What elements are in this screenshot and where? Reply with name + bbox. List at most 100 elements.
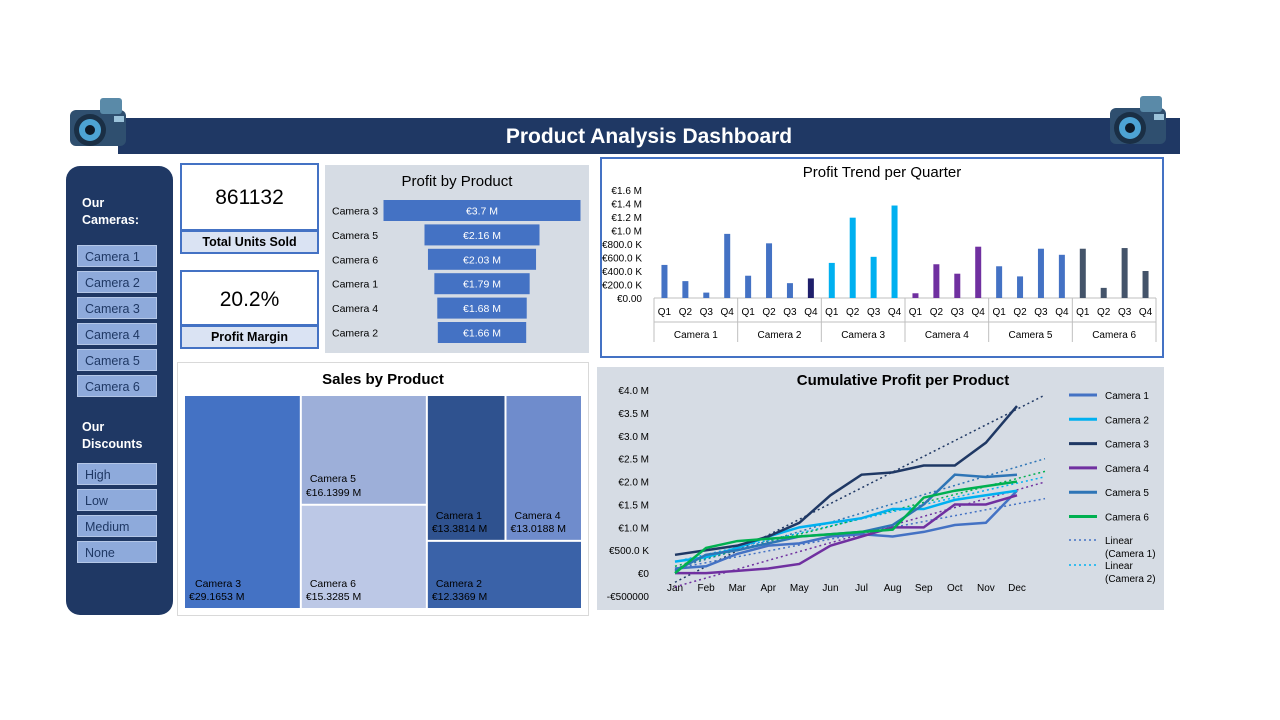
cum-trendline: [674, 394, 1046, 583]
filter-camera-1-button[interactable]: Camera 1: [77, 245, 157, 267]
filter-discount-low-button[interactable]: Low: [77, 489, 157, 511]
trend-quarter-label: Q4: [1055, 307, 1069, 318]
trend-group-label: Camera 4: [925, 330, 969, 341]
cum-x-tick-label: Sep: [915, 583, 933, 594]
funnel-bar: [383, 200, 581, 221]
treemap-tile: [301, 396, 426, 504]
cum-legend-label: Camera 2: [1105, 415, 1149, 426]
trend-quarter-label: Q1: [992, 307, 1006, 318]
cum-series-line: [674, 405, 1018, 557]
filter-camera-3-button[interactable]: Camera 3: [77, 297, 157, 319]
page-title: Product Analysis Dashboard: [505, 125, 793, 148]
cum-x-tick-label: Apr: [760, 583, 776, 594]
funnel-value-label: €1.68 M: [463, 303, 501, 315]
filter-camera-4-button[interactable]: Camera 4: [77, 323, 157, 345]
cum-legend-label: Camera 4: [1105, 464, 1149, 475]
trend-bar: [807, 278, 814, 298]
trend-quarter-label: Q1: [658, 307, 672, 318]
discounts-heading-line2: Discounts: [82, 437, 143, 451]
trend-bar: [912, 293, 919, 298]
trend-y-tick-label: €200.0 K: [602, 281, 642, 292]
profit-by-product-chart: Camera 3 €3.7 M Camera 5 €2.16 M Camera 6 €2.…: [332, 200, 581, 343]
trend-y-tick-label: €1.4 M: [611, 200, 642, 211]
filter-discount-none-button[interactable]: None: [77, 541, 157, 563]
filter-camera-6-button[interactable]: Camera 6: [77, 375, 157, 397]
trend-quarter-label: Q4: [972, 307, 986, 318]
trend-quarter-label: Q3: [951, 307, 965, 318]
filter-discount-medium-button[interactable]: Medium: [77, 515, 157, 537]
cum-y-tick-label: €2.5 M: [618, 455, 649, 466]
cum-x-tick-label: Mar: [729, 583, 747, 594]
funnel-value-label: €3.7 M: [466, 206, 498, 218]
cum-legend-label: (Camera 1): [1105, 549, 1156, 560]
trend-quarter-label: Q2: [1013, 307, 1027, 318]
trend-bar: [1121, 248, 1128, 298]
title-bar: [118, 118, 1180, 154]
trend-group-label: Camera 1: [674, 330, 718, 341]
funnel-value-label: €2.16 M: [463, 230, 501, 242]
treemap-tile-name: Camera 3: [195, 578, 241, 590]
trend-quarter-label: Q4: [888, 307, 902, 318]
cum-x-tick-label: Dec: [1008, 583, 1026, 594]
trend-quarter-label: Q2: [930, 307, 944, 318]
treemap-tile-name: Camera 5: [310, 473, 356, 485]
trend-bar: [1017, 276, 1024, 298]
trend-bar: [954, 273, 961, 298]
cum-series-line: [674, 489, 1018, 570]
trend-bar: [933, 264, 940, 298]
trend-bar: [849, 217, 856, 298]
trend-quarter-label: Q1: [741, 307, 755, 318]
cum-y-tick-label: €3.0 M: [618, 432, 649, 443]
trend-bar: [1142, 271, 1149, 298]
funnel-category-label: Camera 5: [332, 230, 378, 242]
funnel-value-label: €1.79 M: [463, 279, 501, 291]
profit-by-product-title: Profit by Product: [401, 173, 513, 190]
cameras-heading-line1: Our: [82, 196, 105, 210]
units-sold-value: 861132: [215, 186, 284, 209]
trend-group-label: Camera 3: [841, 330, 885, 341]
cumulative-profit-chart: €4.0 M €3.5 M €3.0 M €2.5 M €2.0 M €1.5 M €1.0…: [607, 386, 1156, 603]
treemap-tile-value: €12.3369 M: [432, 591, 487, 603]
trend-quarter-label: Q4: [804, 307, 818, 318]
funnel-bar: [434, 273, 530, 295]
cum-y-tick-label: €0: [638, 569, 650, 580]
sales-by-product-chart: Camera 3€29.1653 M Camera 5 €16.1399 M Came…: [185, 396, 581, 608]
treemap-tile-name: Camera 2: [436, 578, 482, 590]
units-sold-label: Total Units Sold: [180, 230, 319, 254]
treemap-tile-value: €13.0188 M: [510, 523, 565, 535]
discounts-heading: Our Discounts: [82, 419, 142, 453]
profit-trend-panel: [600, 157, 1164, 358]
cum-series-line: [674, 489, 1018, 563]
trend-bar: [745, 275, 752, 298]
trend-quarter-label: Q2: [679, 307, 693, 318]
filter-discount-high-button[interactable]: High: [77, 463, 157, 485]
cum-trendline: [674, 476, 1046, 563]
cum-legend-label: Camera 1: [1105, 391, 1149, 402]
cum-y-tick-label: €2.0 M: [618, 478, 649, 489]
treemap-tile-value: €16.1399 M: [306, 487, 361, 499]
trend-bar: [703, 292, 710, 298]
trend-quarter-label: Q1: [1076, 307, 1090, 318]
filter-camera-5-button[interactable]: Camera 5: [77, 349, 157, 371]
cameras-heading-line2: Cameras:: [82, 213, 139, 227]
camera-logo-left-icon: [70, 98, 126, 146]
trend-bar: [682, 281, 689, 298]
cum-legend-label: Camera 6: [1105, 513, 1149, 524]
trend-quarter-label: Q2: [1097, 307, 1111, 318]
treemap-tile: [427, 396, 505, 540]
cum-legend-label: (Camera 2): [1105, 574, 1156, 585]
profit-trend-chart: €1.6 M €1.4 M €1.2 M €1.0 M €800.0 K €600.0 K…: [602, 186, 1157, 342]
trend-y-tick-label: €400.0 K: [602, 267, 642, 278]
cum-y-tick-label: €4.0 M: [618, 386, 649, 397]
cum-y-tick-label: €1.0 M: [618, 523, 649, 534]
profit-margin-value: 20.2%: [219, 288, 280, 311]
filter-camera-2-button[interactable]: Camera 2: [77, 271, 157, 293]
funnel-category-label: Camera 4: [332, 303, 378, 315]
trend-quarter-label: Q2: [762, 307, 776, 318]
trend-y-tick-label: €1.0 M: [611, 227, 642, 238]
trend-quarter-label: Q1: [909, 307, 923, 318]
profit-trend-title: Profit Trend per Quarter: [802, 164, 962, 181]
trend-bar: [891, 205, 898, 298]
cum-legend-label: Camera 3: [1105, 440, 1149, 451]
treemap-tile: [301, 505, 426, 608]
